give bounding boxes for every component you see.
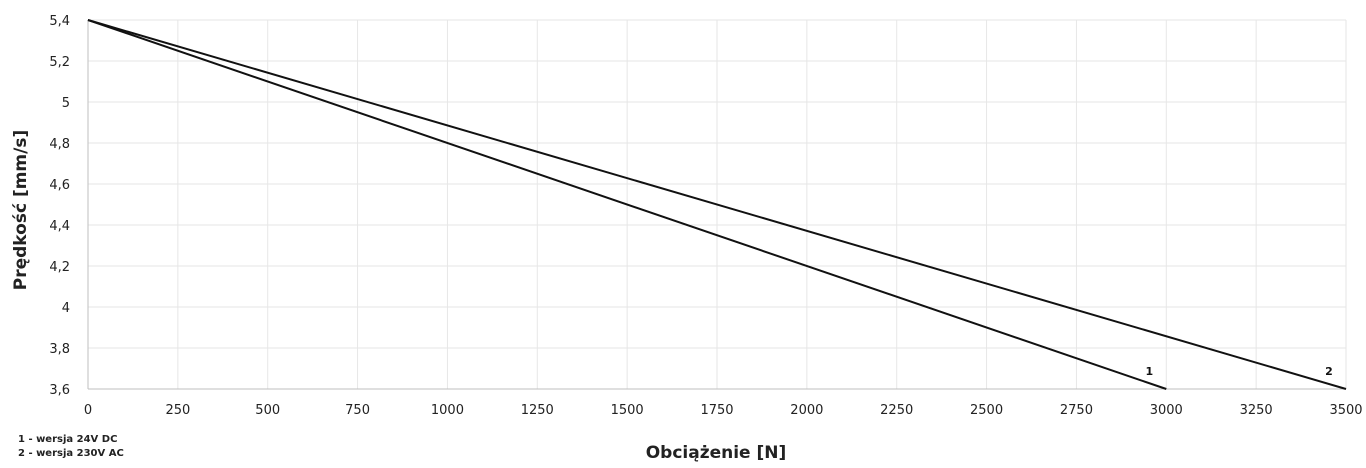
x-tick-label: 2750	[1060, 403, 1093, 418]
y-tick-label: 4,6	[49, 178, 70, 193]
x-tick-label: 1250	[521, 403, 554, 418]
grid	[87, 19, 1347, 390]
y-tick-label: 4	[62, 301, 70, 316]
x-tick-label: 2000	[790, 403, 823, 418]
y-tick-label: 4,8	[49, 137, 70, 152]
x-tick-label: 750	[345, 403, 370, 418]
series-line-1	[87, 19, 1167, 390]
y-axis-ticks: 3,6 3,8 4 4,2 4,4 4,6 4,8 5 5,2 5,4	[49, 14, 70, 398]
series-label-1: 1	[1145, 365, 1153, 378]
y-tick-label: 4,4	[49, 219, 70, 234]
y-tick-label: 4,2	[49, 260, 70, 275]
x-tick-label: 1750	[700, 403, 733, 418]
x-tick-label: 1500	[611, 403, 644, 418]
y-axis-title: Prędkość [mm/s]	[11, 130, 31, 290]
series-lines	[87, 19, 1347, 390]
x-axis-ticks: 0 250 500 750 1000 1250 1500 1750 2000 2250 2500 27…	[84, 403, 1363, 418]
x-tick-label: 3500	[1329, 403, 1362, 418]
y-tick-label: 5,2	[49, 55, 70, 70]
series-line-2	[87, 19, 1347, 390]
legend-note-1: 1 - wersja 24V DC	[18, 434, 118, 445]
y-tick-label: 5,4	[49, 14, 70, 29]
x-tick-label: 2500	[970, 403, 1003, 418]
x-tick-label: 500	[255, 403, 280, 418]
x-tick-label: 0	[84, 403, 92, 418]
series-label-2: 2	[1325, 365, 1333, 378]
x-tick-label: 2250	[880, 403, 913, 418]
x-tick-label: 250	[165, 403, 190, 418]
legend-note-2: 2 - wersja 230V AC	[18, 448, 124, 459]
x-axis-title: Obciążenie [N]	[646, 443, 787, 463]
y-tick-label: 3,8	[49, 342, 70, 357]
x-tick-label: 1000	[431, 403, 464, 418]
y-tick-label: 3,6	[49, 383, 70, 398]
y-tick-label: 5	[62, 96, 70, 111]
x-tick-label: 3000	[1150, 403, 1183, 418]
x-tick-label: 3250	[1240, 403, 1273, 418]
